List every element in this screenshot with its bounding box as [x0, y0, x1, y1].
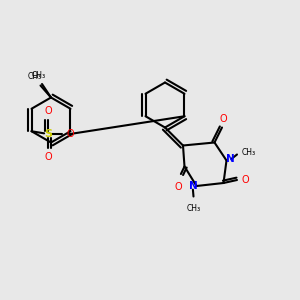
Text: O: O — [66, 129, 74, 139]
Text: O: O — [175, 182, 182, 192]
Text: N: N — [188, 181, 197, 191]
Text: CH₃: CH₃ — [27, 72, 42, 81]
Text: CH₃: CH₃ — [242, 148, 256, 158]
Text: N: N — [226, 154, 235, 164]
Text: O: O — [220, 114, 227, 124]
Text: O: O — [242, 175, 249, 185]
Text: S: S — [44, 129, 52, 139]
Text: O: O — [44, 152, 52, 162]
Text: CH₃: CH₃ — [32, 70, 46, 80]
Text: CH₃: CH₃ — [186, 204, 201, 213]
Text: O: O — [44, 106, 52, 116]
